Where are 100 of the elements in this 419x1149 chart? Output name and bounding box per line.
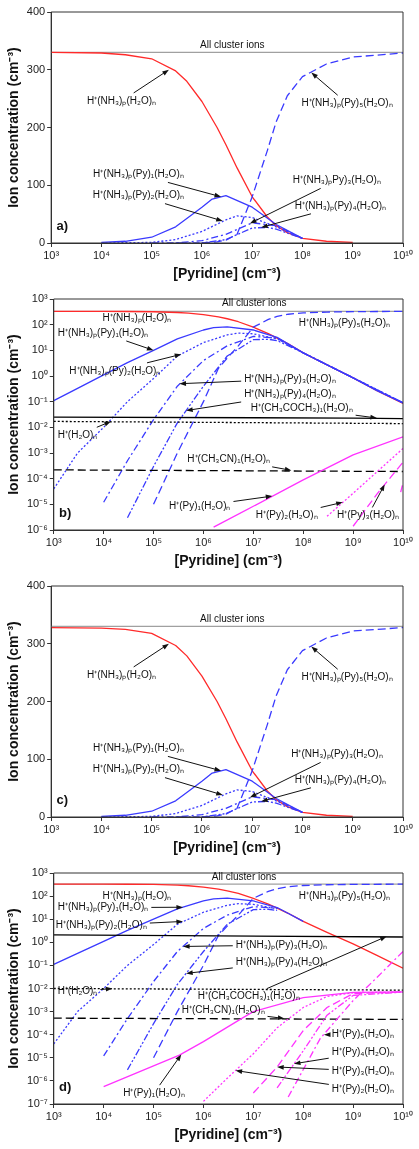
annotation: H⁺(NH₃)ₚ(Py)₁(H₂O)ₙ	[93, 742, 184, 755]
x-axis-title: [Pyridine] (cm⁻³)	[173, 265, 281, 282]
x-tick-label: 10⁵	[145, 1109, 162, 1122]
annotation: H⁺(NH₃)ₚ(H₂O)ₙ	[87, 668, 156, 681]
x-tick-label: 10⁷	[245, 1109, 262, 1122]
annotation: H⁺(NH₃)ₚ(Py)₅(H₂O)ₙ	[298, 316, 390, 329]
annotation: H⁺(Py)₂(H₂O)ₙ	[331, 1083, 394, 1095]
x-tick-label: 10¹⁰	[393, 535, 413, 548]
y-axis-title: Ion concentration (cm⁻³)	[5, 47, 22, 208]
y-tick-label: 200	[26, 120, 46, 133]
x-tick-label: 10⁹	[344, 1109, 362, 1122]
x-tick-label: 10⁸	[294, 1109, 312, 1122]
annotation: H⁺(Py)₃(H₂O)ₙ	[331, 1064, 394, 1076]
x-tick-label: 10⁴	[95, 1109, 113, 1122]
y-tick-label: 300	[26, 62, 46, 75]
annotation: H⁺(NH₃)ₚ(Py)₄(H₂O)ₙ	[294, 199, 387, 212]
x-tick-label: 10⁵	[145, 535, 162, 548]
x-tick-label: 10⁴	[92, 822, 111, 835]
annotation: H⁺(Py)₄(H₂O)ₙ	[331, 1046, 394, 1058]
y-tick-label: 10⁻⁶	[27, 1073, 48, 1086]
annotation: H⁺(NH₃)ₚ(Py)₃(H₂O)ₙ	[235, 938, 328, 951]
annotation: All cluster ions	[211, 870, 277, 882]
annotation: H⁺(Py)₅(H₂O)ₙ	[331, 1027, 394, 1039]
y-tick-label: 10²	[31, 889, 49, 902]
x-tick-label: 10⁸	[294, 248, 311, 261]
y-tick-label: 10⁻⁴	[26, 471, 49, 484]
y-tick-label: 10⁻²	[27, 420, 49, 433]
y-tick-label: 10²	[31, 317, 49, 330]
annotation: H⁺(Py)₃(H₂O)ₙ	[336, 509, 400, 521]
y-axis-title: Ion concentration (cm⁻³)	[5, 334, 22, 495]
annotation: H⁺(NH₃)ₚ(Py)₄(H₂O)ₙ	[244, 388, 336, 401]
annotation: a)	[56, 218, 68, 234]
x-tick-label: 10⁸	[294, 535, 312, 548]
y-axis-title: Ion concentration (cm⁻³)	[5, 621, 22, 782]
x-axis-title: [Pyridine] (cm⁻³)	[174, 1126, 283, 1143]
annotation: H⁺(NH₃)ₚPy)₃(H₂O)ₙ	[292, 174, 381, 187]
annotation: H⁺(NH₃)ₚ(Py)₂(H₂O)ₙ	[92, 189, 184, 202]
y-tick-label: 200	[26, 694, 46, 707]
annotation: H⁺(NH₃)ₚ(Py)₁(H₂O)ₙ	[57, 901, 149, 914]
y-tick-label: 10⁻³	[27, 1004, 49, 1017]
annotation: H⁺(Py)₂(H₂O)ₙ	[255, 509, 318, 521]
y-tick-label: 10⁰	[31, 369, 48, 382]
annotation: H⁺(CH₃COCH₃)₁(H₂O)ₙ	[197, 990, 300, 1002]
annotation: H⁺(CH₃CN)₁(H₂O)ₙ	[187, 452, 271, 464]
x-tick-label: 10⁶	[195, 1109, 212, 1122]
annotation: H⁺(CH₃COCH₃)₁(H₂O)ₙ	[250, 401, 353, 413]
y-tick-label: 10⁻⁷	[27, 1097, 48, 1110]
y-tick-label: 10⁻⁶	[27, 523, 48, 536]
x-tick-label: 10⁵	[143, 248, 161, 261]
annotation: H⁺(NH₃)ₚ(H₂O)ₙ	[87, 94, 156, 107]
x-tick-label: 10⁹	[344, 822, 362, 835]
y-tick-label: 10⁻¹	[27, 394, 49, 407]
y-tick-label: 400	[26, 579, 46, 592]
annotation: H⁺(Py)₁(H₂O)ₙ	[123, 1086, 185, 1098]
annotation: d)	[59, 1079, 72, 1095]
annotation: H⁺(H₂O)ₙ	[57, 985, 98, 997]
annotation: H⁺(NH₃)ₚ(Py)₃(H₂O)ₙ	[244, 372, 336, 385]
annotation: H⁺(NH₃)ₚ(Py)₃(H₂O)ₙ	[291, 748, 383, 761]
y-tick-label: 400	[26, 5, 46, 18]
y-tick-label: 10³	[31, 292, 49, 305]
annotation: H⁺(NH₃)ₚ(Py)₄(H₂O)ₙ	[235, 955, 328, 968]
x-tick-label: 10⁷	[244, 822, 261, 835]
x-tick-label: 10¹⁰	[393, 248, 413, 261]
annotation: b)	[59, 505, 72, 521]
annotation: H⁺(NH₃)ₚ(Py)₄(H₂O)ₙ	[294, 773, 387, 786]
y-tick-label: 10⁻⁵	[26, 497, 48, 510]
y-tick-label: 0	[39, 236, 46, 249]
x-tick-label: 10⁶	[193, 248, 211, 261]
y-tick-label: 10⁻¹	[27, 958, 49, 971]
x-tick-label: 10¹⁰	[393, 1109, 413, 1122]
y-tick-label: 10⁻⁴	[26, 1027, 49, 1040]
annotation: H⁺(Py)₁(H₂O)ₙ	[169, 499, 231, 511]
x-tick-label: 10⁴	[95, 535, 113, 548]
y-tick-label: 10⁰	[31, 935, 48, 948]
x-tick-label: 10¹⁰	[393, 822, 413, 835]
annotation: H⁺(CH₃CN)₁(H₂O)ₙ	[181, 1004, 265, 1016]
x-tick-label: 10⁷	[245, 535, 262, 548]
y-axis-title: Ion concentration (cm⁻³)	[5, 908, 22, 1069]
x-axis-title: [Pyridine] (cm⁻³)	[174, 552, 283, 569]
annotation: All cluster ions	[200, 39, 265, 51]
x-tick-label: 10⁹	[344, 248, 362, 261]
x-tick-label: 10⁸	[294, 822, 311, 835]
y-tick-label: 10⁻⁵	[26, 1050, 48, 1063]
y-tick-label: 10⁻³	[27, 446, 49, 459]
x-axis-title: [Pyridine] (cm⁻³)	[173, 839, 281, 856]
x-tick-label: 10⁵	[143, 822, 161, 835]
annotation: H⁺(NH₃)ₚ(Py)₁(H₂O)ₙ	[93, 168, 184, 181]
annotation: H⁺(H₂O)ₙ	[57, 429, 98, 441]
annotation: H⁺(NH₃)ₚ(Py)₁(H₂O)ₙ	[57, 326, 149, 339]
annotation: All cluster ions	[221, 297, 287, 309]
y-tick-label: 300	[26, 636, 46, 649]
y-tick-label: 10¹	[31, 912, 49, 925]
annotation: H⁺(NH₃)ₚ(H₂O)ₙ	[102, 312, 172, 325]
x-tick-label: 10⁶	[193, 822, 211, 835]
x-tick-label: 10⁴	[92, 248, 111, 261]
annotation: H⁺(NH₃)ₚ(Py)₂(H₂O)ₙ	[92, 763, 184, 776]
y-tick-label: 0	[39, 810, 46, 823]
x-tick-label: 10⁶	[195, 535, 212, 548]
y-tick-label: 10⁻²	[27, 981, 49, 994]
y-tick-label: 10¹	[31, 343, 49, 356]
